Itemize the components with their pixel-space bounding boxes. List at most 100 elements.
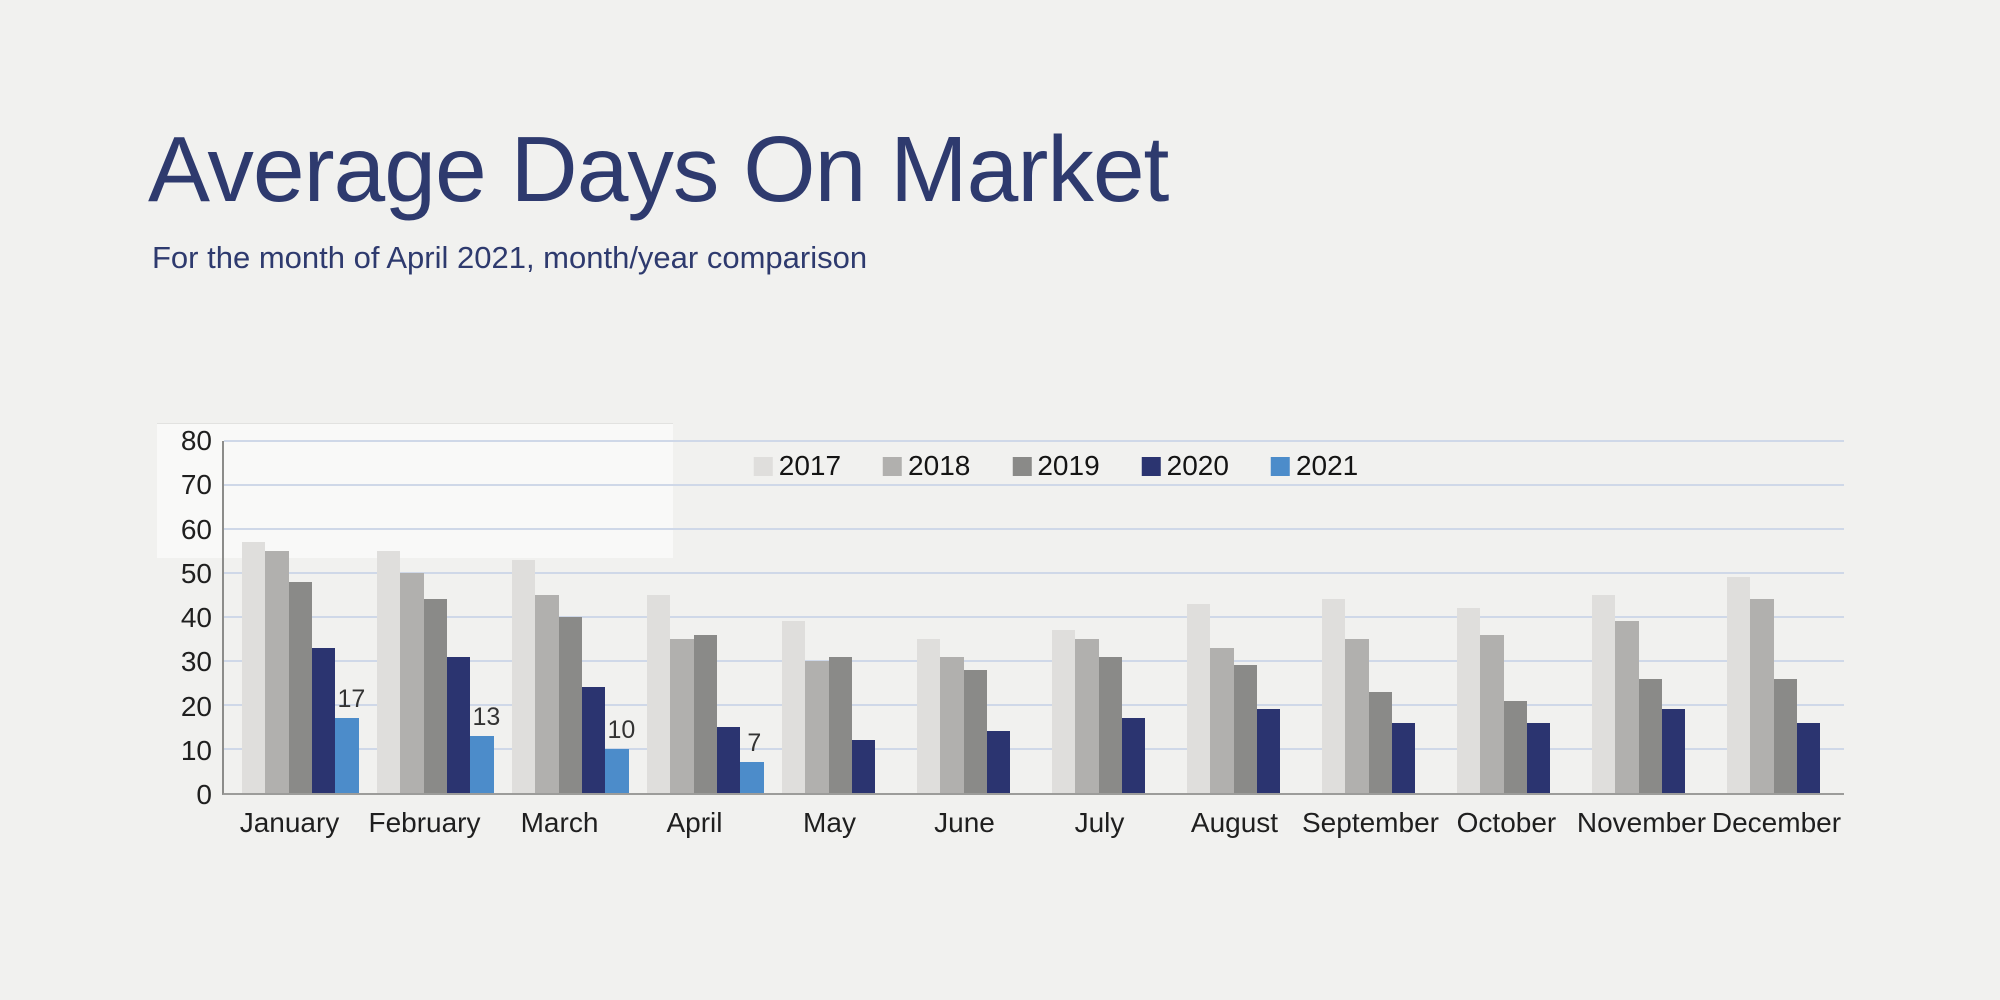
- bar-slot-october-2018: [1480, 441, 1504, 793]
- bar-march-2020: [582, 687, 606, 793]
- group-spacer-may: [764, 441, 782, 793]
- bar-slot-february-2020: [447, 441, 471, 793]
- x-tick-november: November: [1576, 807, 1707, 838]
- bar-october-2020: [1527, 722, 1551, 793]
- bar-slot-november-2021: [1685, 441, 1708, 793]
- bar-december-2020: [1797, 722, 1821, 793]
- group-spacer-december: [1709, 441, 1727, 793]
- bar-july-2019: [1098, 656, 1122, 793]
- plot-area: 2017 2018 2019 2020 2021 17 13 10 7: [222, 440, 1844, 795]
- group-spacer-january: [224, 441, 242, 793]
- bar-slot-november-2020: [1662, 441, 1686, 793]
- bar-groups: 17 13 10 7: [224, 441, 1844, 793]
- bar-slot-may-2018: [805, 441, 829, 793]
- bar-slot-december-2020: [1797, 441, 1821, 793]
- group-september: [1304, 441, 1439, 793]
- bar-may-2017: [781, 621, 806, 793]
- bar-slot-march-2017: [511, 441, 536, 793]
- gridline-70: [224, 484, 1844, 486]
- bar-october-2019: [1503, 700, 1527, 793]
- bar-october-2018: [1480, 634, 1504, 793]
- legend-label-2020: 2020: [1166, 450, 1229, 481]
- bar-slot-november-2017: [1591, 441, 1616, 793]
- group-spacer-june: [899, 441, 917, 793]
- bar-april-2019: [693, 634, 717, 793]
- x-tick-june: June: [934, 807, 995, 838]
- group-november: [1574, 441, 1709, 793]
- bar-slot-august-2021: [1280, 441, 1303, 793]
- bar-january-2018: [265, 551, 289, 793]
- bar-slot-march-2018: [535, 441, 559, 793]
- bar-slot-august-2019: [1233, 441, 1257, 793]
- bar-february-2019: [423, 599, 447, 793]
- legend-item-2018: 2018: [883, 450, 970, 482]
- bar-slot-march-2021: 10: [605, 441, 635, 793]
- bar-slot-february-2019: [423, 441, 447, 793]
- bar-slot-september-2019: [1368, 441, 1392, 793]
- bar-july-2020: [1122, 718, 1146, 793]
- x-tick-july: July: [1074, 807, 1125, 838]
- bar-july-2017: [1051, 630, 1076, 793]
- legend-swatch-2017: [753, 456, 773, 476]
- bar-september-2017: [1321, 599, 1346, 793]
- y-tick-0: 0: [196, 779, 212, 810]
- legend-label-2018: 2018: [908, 450, 971, 481]
- bar-slot-october-2020: [1527, 441, 1551, 793]
- y-tick-50: 50: [180, 557, 212, 589]
- group-spacer-september: [1304, 441, 1322, 793]
- data-label-february-2021: 13: [472, 702, 501, 731]
- bar-april-2021: [740, 762, 764, 793]
- y-tick-20: 20: [180, 690, 212, 722]
- bar-december-2019: [1773, 678, 1797, 793]
- bar-june-2020: [987, 731, 1011, 793]
- bar-april-2017: [646, 595, 671, 793]
- bar-slot-october-2017: [1456, 441, 1481, 793]
- bar-november-2019: [1638, 678, 1662, 793]
- bar-slot-january-2019: [288, 441, 312, 793]
- bar-slot-april-2019: [693, 441, 717, 793]
- data-label-april-2021: 7: [747, 729, 762, 758]
- bar-slot-june-2017: [916, 441, 941, 793]
- bar-february-2017: [376, 551, 401, 793]
- gridline-80: [224, 440, 1844, 442]
- bar-slot-november-2019: [1638, 441, 1662, 793]
- bar-december-2018: [1750, 599, 1774, 793]
- data-label-march-2021: 10: [607, 716, 636, 744]
- bar-slot-july-2021: [1145, 441, 1168, 793]
- bar-august-2018: [1210, 647, 1234, 793]
- bar-march-2018: [535, 595, 559, 793]
- bar-slot-august-2017: [1186, 441, 1211, 793]
- bar-slot-july-2018: [1075, 441, 1099, 793]
- gridline-40: [224, 616, 1844, 618]
- legend-item-2020: 2020: [1141, 450, 1229, 482]
- x-tick-march: March: [520, 807, 599, 838]
- bar-june-2018: [940, 656, 964, 793]
- bar-chart: 0 10 20 30 40 50 60 70 80 2017 2018 2019 2020 2021 1…: [140, 423, 1855, 895]
- bar-slot-january-2017: [241, 441, 266, 793]
- bar-february-2018: [400, 573, 424, 793]
- bar-march-2021: [605, 749, 629, 793]
- bar-slot-june-2019: [963, 441, 987, 793]
- x-tick-october: October: [1456, 807, 1557, 838]
- bar-slot-september-2020: [1392, 441, 1416, 793]
- x-axis-labels: January February March April May June July Augu…: [222, 807, 1844, 847]
- bar-june-2019: [963, 669, 987, 793]
- y-tick-30: 30: [180, 646, 212, 678]
- group-april: 7: [629, 441, 764, 793]
- bar-april-2020: [717, 727, 741, 793]
- legend-swatch-2021: [1270, 456, 1290, 476]
- bar-march-2019: [558, 617, 582, 793]
- y-tick-10: 10: [180, 734, 212, 766]
- bar-slot-august-2018: [1210, 441, 1234, 793]
- group-january: 17: [224, 441, 365, 793]
- group-spacer-august: [1169, 441, 1187, 793]
- group-december: [1709, 441, 1844, 793]
- bar-slot-june-2018: [940, 441, 964, 793]
- bar-september-2019: [1368, 691, 1392, 793]
- legend-label-2019: 2019: [1037, 450, 1100, 481]
- bar-slot-september-2018: [1345, 441, 1369, 793]
- bar-january-2021: [335, 718, 359, 793]
- gridline-20: [224, 704, 1844, 706]
- bar-may-2019: [828, 656, 852, 793]
